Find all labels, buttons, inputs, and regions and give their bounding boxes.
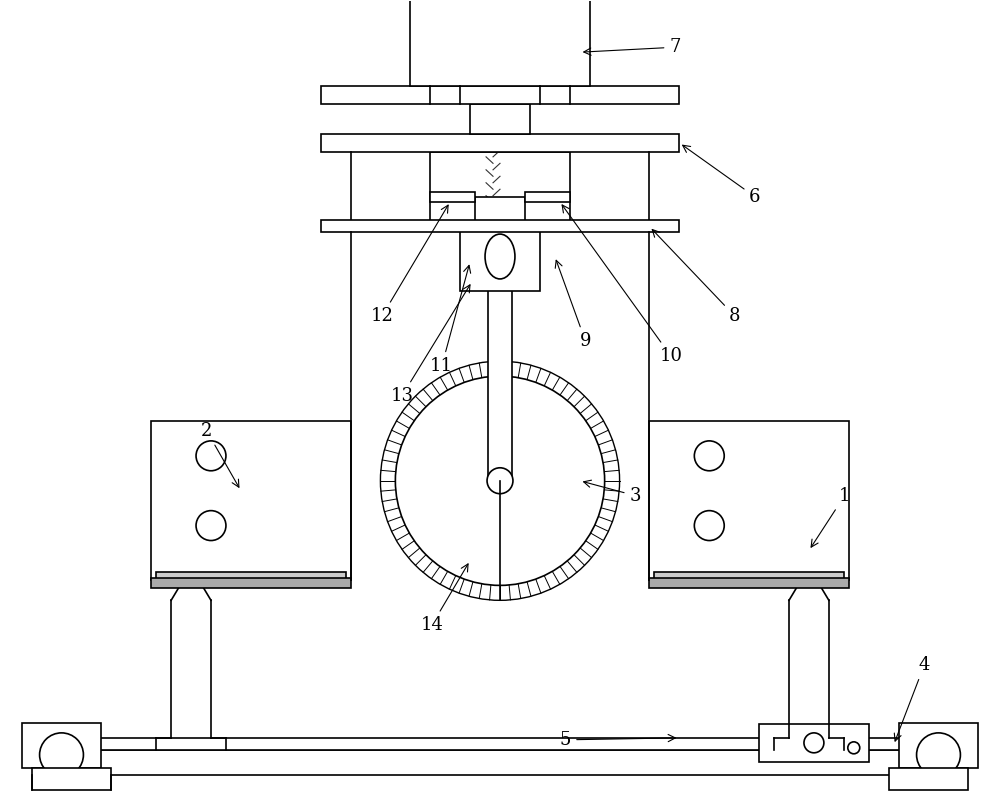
Bar xyxy=(759,724,869,762)
Text: 4: 4 xyxy=(894,656,930,741)
Text: 11: 11 xyxy=(430,265,471,375)
Circle shape xyxy=(395,376,605,586)
Circle shape xyxy=(848,742,860,753)
Circle shape xyxy=(487,468,513,494)
Bar xyxy=(525,191,570,202)
Bar xyxy=(410,0,590,86)
Bar xyxy=(321,86,679,104)
Circle shape xyxy=(694,511,724,541)
Bar xyxy=(475,197,525,221)
Bar xyxy=(71,738,929,750)
Text: 1: 1 xyxy=(811,487,850,547)
Bar xyxy=(321,220,679,232)
Bar xyxy=(151,421,351,581)
Bar xyxy=(460,221,540,291)
Text: 7: 7 xyxy=(584,38,681,56)
Text: 10: 10 xyxy=(562,205,682,365)
Text: 2: 2 xyxy=(201,422,239,487)
Circle shape xyxy=(917,733,960,777)
Text: 13: 13 xyxy=(390,285,470,405)
Bar xyxy=(32,768,111,790)
Bar xyxy=(899,723,978,768)
Bar xyxy=(488,281,512,481)
Bar xyxy=(649,421,849,581)
Circle shape xyxy=(196,511,226,541)
Text: 5: 5 xyxy=(560,731,675,749)
Circle shape xyxy=(804,733,824,753)
Bar xyxy=(321,134,679,152)
Circle shape xyxy=(40,733,83,777)
Text: 8: 8 xyxy=(652,230,741,325)
Bar xyxy=(71,750,929,775)
Ellipse shape xyxy=(485,234,515,279)
Bar xyxy=(470,104,530,134)
Bar xyxy=(430,152,570,221)
Bar xyxy=(430,191,475,202)
Circle shape xyxy=(196,441,226,470)
Circle shape xyxy=(694,441,724,470)
Bar xyxy=(151,578,351,588)
Text: 9: 9 xyxy=(555,260,591,350)
Bar xyxy=(889,768,968,790)
Bar xyxy=(22,723,101,768)
Bar xyxy=(156,573,346,581)
Bar xyxy=(649,578,849,588)
Text: 14: 14 xyxy=(420,564,468,634)
Bar xyxy=(654,573,844,581)
Text: 6: 6 xyxy=(683,145,761,206)
Text: 12: 12 xyxy=(370,205,448,325)
Text: 3: 3 xyxy=(584,480,641,504)
Bar xyxy=(493,142,507,221)
